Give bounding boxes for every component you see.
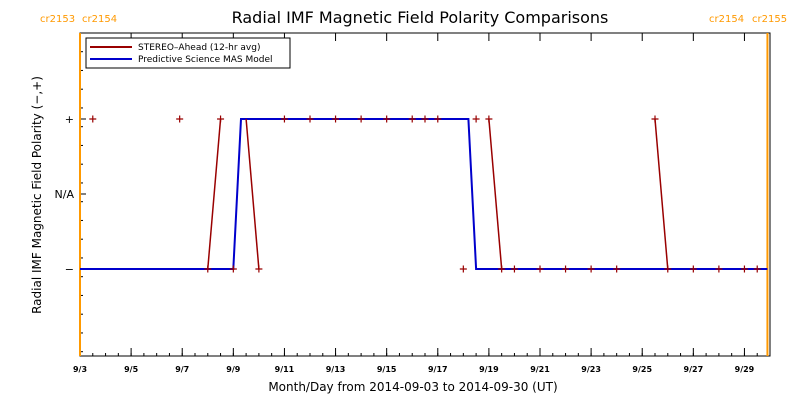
series-segment-stereo (207, 118, 222, 270)
series-segment-stereo (245, 118, 260, 270)
data-point-stereo (408, 115, 416, 123)
x-tick-label: 9/7 (175, 365, 189, 374)
data-point-stereo (753, 265, 761, 273)
legend-label-stereo: STEREO–Ahead (12-hr avg) (138, 43, 260, 53)
markers (89, 115, 761, 273)
x-tick-label: 9/19 (479, 365, 499, 374)
data-point-stereo (587, 265, 595, 273)
data-point-stereo (89, 115, 97, 123)
x-tick-label: 9/23 (581, 365, 601, 374)
cr-left-label-2: cr2154 (82, 14, 117, 25)
x-tick-label: 9/21 (530, 365, 550, 374)
y-tick-label: − (65, 263, 74, 276)
data-point-stereo (255, 265, 263, 273)
carrington-rotation-lines (79, 33, 769, 356)
series-segment-stereo (488, 118, 503, 270)
x-tick-label: 9/9 (226, 365, 240, 374)
plot-frame (79, 32, 771, 357)
x-axis-label: Month/Day from 2014-09-03 to 2014-09-30 … (268, 380, 557, 394)
data-point-stereo (472, 115, 480, 123)
x-tick-label: 9/11 (275, 365, 295, 374)
data-point-stereo (217, 115, 225, 123)
data-point-stereo (459, 265, 467, 273)
data-point-stereo (357, 115, 365, 123)
data-point-stereo (306, 115, 314, 123)
x-tick-label: 9/17 (428, 365, 448, 374)
y-axis-label: Radial IMF Magnetic Field Polarity (−,+) (30, 76, 44, 314)
x-tick-label: 9/27 (684, 365, 704, 374)
cr-left-label-1: cr2153 (40, 14, 75, 25)
data-point-stereo (229, 265, 237, 273)
cr-right-label-1: cr2154 (709, 14, 744, 25)
legend-label-model: Predictive Science MAS Model (138, 55, 273, 65)
data-point-stereo (536, 265, 544, 273)
data-point-stereo (651, 115, 659, 123)
data-point-stereo (715, 265, 723, 273)
data-point-stereo (485, 115, 493, 123)
data-point-stereo (383, 115, 391, 123)
series-line-model (80, 118, 768, 270)
series-lines (80, 118, 768, 270)
data-point-stereo (434, 115, 442, 123)
data-point-stereo (510, 265, 518, 273)
x-tick-label: 9/15 (377, 365, 397, 374)
cr-right-label-2: cr2155 (752, 14, 787, 25)
y-axis: + N/A − (55, 51, 86, 353)
data-point-stereo (613, 265, 621, 273)
x-tick-label: 9/3 (73, 365, 87, 374)
y-tick-label: N/A (55, 188, 75, 201)
y-tick-label: + (65, 113, 74, 126)
x-tick-label: 9/25 (632, 365, 652, 374)
x-tick-label: 9/13 (326, 365, 346, 374)
x-tick-label: 9/5 (124, 365, 138, 374)
chart-title: Radial IMF Magnetic Field Polarity Compa… (232, 8, 609, 27)
data-point-stereo (204, 265, 212, 273)
data-point-stereo (740, 265, 748, 273)
series-segment-stereo (654, 118, 669, 270)
data-point-stereo (280, 115, 288, 123)
data-point-stereo (664, 265, 672, 273)
x-tick-label: 9/29 (735, 365, 755, 374)
data-point-stereo (421, 115, 429, 123)
data-point-stereo (562, 265, 570, 273)
x-axis: 9/3 9/5 9/7 9/9 9/11 9/13 9/15 9/17 9/19 9/21 9/23… (73, 33, 771, 374)
legend-box (85, 37, 291, 69)
data-point-stereo (332, 115, 340, 123)
data-point-stereo (176, 115, 184, 123)
data-point-stereo (498, 265, 506, 273)
data-point-stereo (689, 265, 697, 273)
legend: STEREO–Ahead (12-hr avg) Predictive Scie… (85, 37, 291, 69)
